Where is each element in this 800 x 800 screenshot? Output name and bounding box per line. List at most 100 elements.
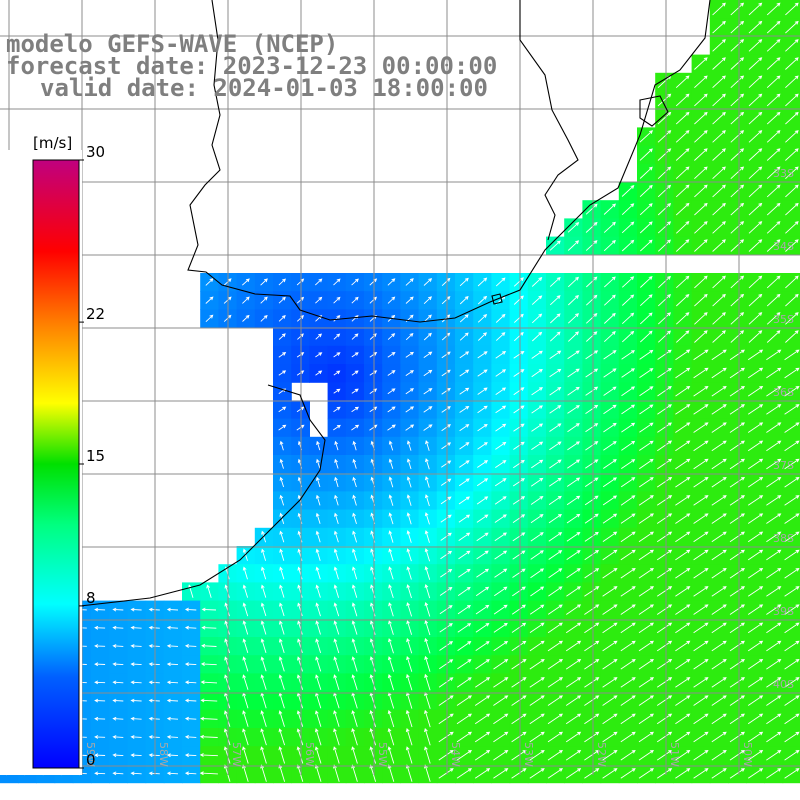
wind-arrow [424,476,430,488]
wind-arrow [495,405,507,414]
wind-arrow [351,746,358,764]
wind-arrow [639,221,653,234]
longitude-labels: 60W59W58W57W56W55W54W53W52W51W50W [11,742,754,767]
wind-arrow [441,369,451,377]
wind-arrow [766,385,782,397]
wind-arrow [675,349,691,361]
wind-arrow [603,422,617,433]
wind-arrow [675,513,691,524]
wind-arrow [260,674,267,690]
wind-arrow [315,370,323,376]
wind-arrow [315,602,321,617]
wind-arrow [438,695,454,706]
wind-arrow [476,568,489,578]
wind-arrow [296,746,304,764]
wind-arrow [458,496,470,505]
wind-arrow [474,749,491,761]
wind-arrow [406,620,413,635]
wind-arrow [511,768,527,779]
wind-arrow [785,312,799,325]
wind-arrow [747,622,764,634]
wind-arrow [279,602,285,617]
wind-arrow [278,620,285,635]
wind-arrow [675,749,691,761]
wind-arrow [747,713,764,725]
wind-arrow [459,314,469,323]
wind-arrow [387,728,395,746]
wind-arrow [730,312,745,325]
wind-arrow [315,584,321,598]
wind-arrow [585,350,599,360]
wind-arrow [388,566,394,580]
wind-arrow [459,405,470,413]
wind-arrow [458,478,470,487]
wind-arrow [620,731,636,743]
wind-arrow [675,293,690,307]
wind-arrow [602,713,618,725]
wind-arrow [334,440,339,451]
wind-arrow [766,2,781,16]
wind-arrow [602,658,618,670]
wind-arrow [315,530,321,543]
wind-arrow [166,607,179,612]
wind-arrow [747,640,764,652]
latitude-label: 38S [773,532,794,545]
wind-arrow [297,638,303,654]
wind-arrow [547,695,563,706]
wind-arrow [567,240,580,251]
wind-arrow [184,771,197,776]
wind-arrow [166,680,179,685]
wind-arrow [585,441,599,451]
wind-arrow [513,405,525,414]
wind-arrow [656,640,673,652]
wind-arrow [424,764,431,782]
wind-arrow [657,184,672,198]
wind-arrow [493,640,509,652]
wind-arrow [260,620,267,635]
wind-arrow [766,39,781,52]
wind-arrow [130,753,142,758]
wind-arrow [639,166,653,179]
wind-arrow [439,605,453,615]
wind-arrow [112,607,124,612]
wind-arrow [748,293,763,307]
wind-arrow [184,643,197,648]
wind-arrow [278,352,287,358]
wind-arrow [424,637,431,654]
wind-arrow [602,586,618,597]
wind-arrow [547,622,563,634]
wind-arrow [602,749,618,761]
wind-arrow [494,550,508,560]
wind-arrow [456,695,472,706]
wind-arrow [112,735,124,739]
wind-arrow [369,710,377,728]
latitude-label: 39S [773,605,794,618]
wind-arrow [387,709,395,728]
wind-arrow [513,423,525,432]
wind-arrow [494,532,507,542]
wind-arrow [316,440,321,451]
wind-arrow [602,567,618,579]
wind-arrow [166,625,179,630]
wind-arrow [657,275,671,289]
wind-arrow [512,586,526,597]
wind-arrow [477,405,488,414]
wind-arrow [784,713,800,725]
wind-arrow [388,548,394,562]
latitude-label: 34S [773,240,794,253]
wind-arrow [440,478,452,486]
wind-arrow [565,640,582,652]
wind-arrow [530,477,544,487]
wind-arrow [766,130,781,143]
wind-arrow [784,586,800,597]
wind-arrow [602,604,618,615]
wind-arrow [423,314,432,323]
wind-arrow [388,494,394,506]
wind-arrow [785,130,799,143]
wind-arrow [513,277,524,287]
wind-arrow [675,658,691,670]
wind-arrow [278,333,286,340]
wind-arrow [585,221,598,233]
wind-arrow [602,513,618,524]
wind-arrow [261,530,267,543]
